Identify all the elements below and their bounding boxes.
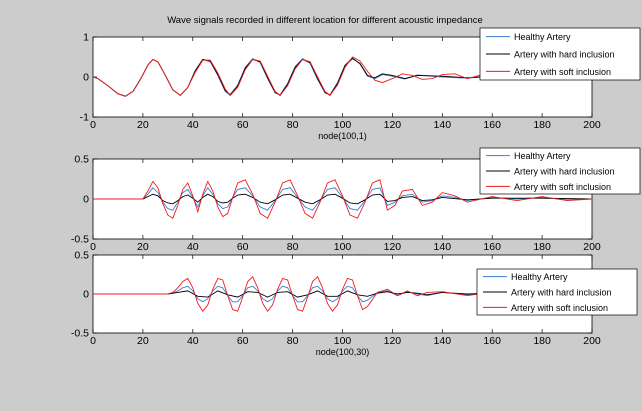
x-tick-label: 20: [137, 335, 149, 347]
legend: Healthy Artery Artery with hard inclusion…: [479, 147, 641, 195]
legend-entry-label: Artery with soft inclusion: [514, 67, 611, 77]
legend-entry-label: Healthy Artery: [511, 272, 568, 282]
x-tick-label: 40: [187, 335, 199, 347]
y-tick-label: 0.5: [74, 154, 89, 166]
x-tick-label: 0: [90, 335, 96, 347]
legend: Healthy Artery Artery with hard inclusion…: [479, 27, 641, 81]
x-tick-label: 20: [137, 241, 149, 253]
plot-panel-2: 0204060801001201401601802000.50-0.5node(…: [71, 147, 641, 263]
x-tick-label: 40: [187, 241, 199, 253]
x-tick-label: 0: [90, 119, 96, 131]
x-tick-label: 60: [237, 335, 249, 347]
x-tick-label: 200: [583, 335, 601, 347]
x-tick-label: 120: [384, 119, 402, 131]
legend: Healthy Artery Artery with hard inclusion…: [476, 268, 638, 316]
y-tick-label: 1: [83, 32, 89, 44]
legend-entry-label: Artery with hard inclusion: [514, 50, 615, 60]
x-tick-label: 80: [287, 241, 299, 253]
x-tick-label: 140: [434, 241, 452, 253]
legend-entry-label: Artery with hard inclusion: [511, 288, 612, 298]
x-tick-label: 160: [483, 335, 501, 347]
x-tick-label: 0: [90, 241, 96, 253]
y-tick-label: 0: [83, 194, 89, 206]
x-tick-label: 200: [583, 119, 601, 131]
x-tick-label: 140: [434, 335, 452, 347]
series-line-healthy-artery: [93, 187, 593, 211]
y-tick-label: 0.5: [74, 250, 89, 262]
y-tick-label: -1: [80, 112, 89, 124]
x-tick-label: 100: [334, 335, 352, 347]
plot-panel-3: 0 20 40 60 80 100 120 140 160 180 2000.50-0.5node(…: [71, 250, 638, 357]
legend-entry-label: Healthy Artery: [514, 151, 571, 161]
series-line-artery-with-soft-inclusion: [93, 179, 593, 219]
y-tick-label: 0: [83, 72, 89, 84]
y-tick-label: 0: [83, 289, 89, 301]
figure-title: Wave signals recorded in different locat…: [167, 15, 483, 26]
y-tick-label: -0.5: [71, 328, 89, 340]
x-tick-label: 40: [187, 119, 199, 131]
x-tick-label: 120: [384, 241, 402, 253]
legend-entry-label: Artery with soft inclusion: [514, 182, 611, 192]
x-axis-label: node(100,1): [318, 131, 367, 141]
x-tick-label: 180: [533, 119, 551, 131]
legend-entry-label: Artery with hard inclusion: [514, 167, 615, 177]
x-tick-label: 20: [137, 119, 149, 131]
x-tick-label: 140: [434, 119, 452, 131]
legend-entry-label: Healthy Artery: [514, 32, 571, 42]
x-tick-label: 160: [483, 119, 501, 131]
x-tick-label: 180: [533, 241, 551, 253]
x-tick-label: 200: [583, 241, 601, 253]
x-tick-label: 60: [237, 241, 249, 253]
series-line-healthy-artery: [93, 285, 593, 303]
x-tick-label: 60: [237, 119, 249, 131]
x-tick-label: 100: [334, 119, 352, 131]
x-tick-label: 80: [287, 335, 299, 347]
x-tick-label: 160: [483, 241, 501, 253]
x-tick-label: 80: [287, 119, 299, 131]
legend-entry-label: Artery with soft inclusion: [511, 303, 608, 313]
y-tick-label: -0.5: [71, 234, 89, 246]
series-line-artery-with-soft-inclusion: [93, 276, 592, 312]
x-tick-label: 180: [533, 335, 551, 347]
x-tick-label: 120: [384, 335, 402, 347]
x-axis-label: node(100,30): [316, 347, 370, 357]
plot-panel-1: 0 20 40 60 80 100 120 140 160 180 20010-1node(100,…: [80, 27, 641, 141]
x-tick-label: 100: [334, 241, 352, 253]
series-line-artery-with-soft-inclusion: [92, 56, 593, 97]
